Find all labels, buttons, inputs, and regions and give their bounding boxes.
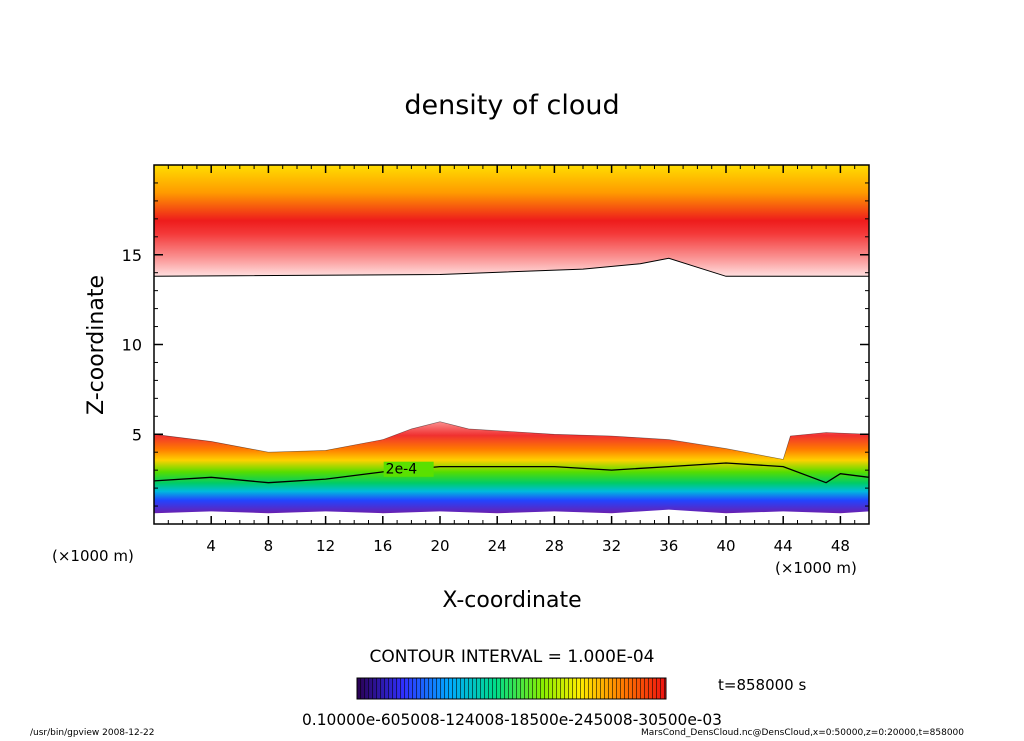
x-tick-label: 32 [602,537,621,555]
y-axis-label: Z-coordinate [84,275,109,415]
upper-cloud-base-contour [153,257,869,277]
x-tick-label: 28 [545,537,564,555]
y-tick-label: 10 [122,336,142,355]
x-units-left: (×1000 m) [52,547,134,565]
chart-title: density of cloud [404,90,619,121]
x-tick-label: 40 [716,537,735,555]
upper-cloud-layer [154,165,869,277]
colorbar-labels: 0.10000e-605008-124008-18500e-245008-305… [302,710,722,729]
colorbar-divisions [357,678,666,699]
time-label: t=858000 s [718,676,806,694]
x-tick-label: 16 [373,537,392,555]
footer-left: /usr/bin/gpview 2008-12-22 [30,728,155,738]
x-tick-label: 4 [206,537,216,555]
x-tick-label: 48 [831,537,850,555]
colorbar-frame [356,677,667,700]
y-tick-label: 5 [132,425,142,444]
contour-interval-text: CONTOUR INTERVAL = 1.000E-04 [370,647,655,667]
x-units-right: (×1000 m) [775,559,857,577]
colorbar [356,677,667,700]
x-tick-label: 24 [488,537,507,555]
x-tick-label: 44 [774,537,793,555]
contour-label-bg [383,461,434,477]
x-tick-label: 12 [316,537,335,555]
y-tick-label: 15 [122,246,142,265]
footer-right: MarsCond_DensCloud.nc@DensCloud,x=0:5000… [641,728,964,738]
lower-cloud-layer [154,421,869,514]
lower-cloud-top-contour [153,421,870,460]
x-tick-label: 20 [430,537,449,555]
x-tick-label: 8 [264,537,274,555]
contour-line-2e-4 [153,462,870,484]
plot-area: 2e-4 [153,165,870,514]
x-tick-label: 36 [659,537,678,555]
x-axis-label: X-coordinate [442,588,581,613]
contour-label: 2e-4 [386,462,418,478]
